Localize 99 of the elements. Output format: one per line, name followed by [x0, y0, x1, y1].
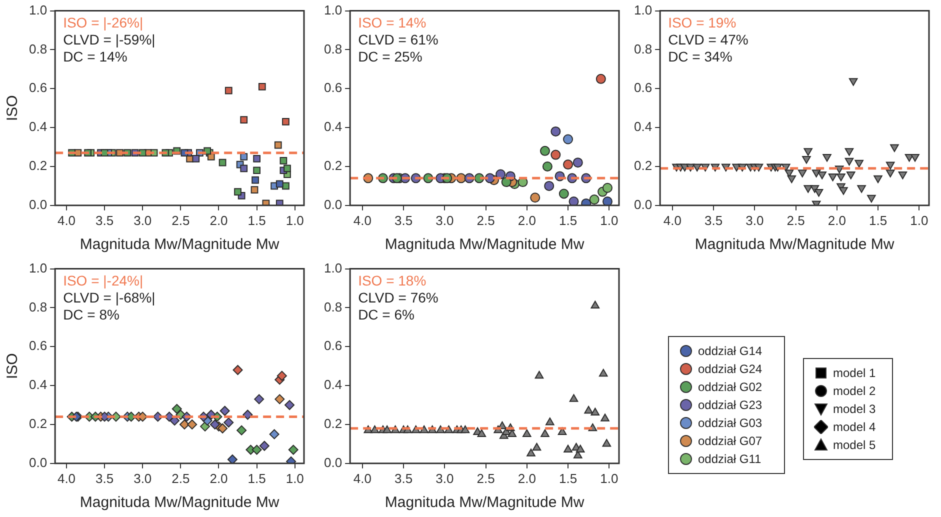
annotation: ISO = 18%	[358, 272, 426, 289]
x-tick-label: 2.5	[786, 212, 805, 228]
y-tick-label: 0.4	[324, 119, 342, 134]
legend-label: oddział G23	[698, 398, 762, 412]
x-tick-label: 1.0	[286, 470, 304, 486]
y-tick-label: 0.6	[634, 80, 652, 96]
x-tick-label: 1.0	[910, 212, 928, 228]
text: model 3	[833, 402, 876, 416]
annotation: DC = 14%	[63, 48, 128, 65]
x-axis-title: Magnituda Mw/Magnitude Mw	[694, 236, 894, 254]
y-tick-label: 1.0	[634, 2, 652, 18]
annotation: ISO = 19%	[668, 14, 736, 31]
y-tick-label: 1.0	[324, 260, 342, 276]
x-tick-label: 4.0	[353, 470, 372, 486]
x-tick-label: 1.5	[558, 212, 578, 228]
legend-label: oddział G03	[698, 416, 762, 430]
y-tick-label: 0.4	[28, 119, 48, 134]
legend-label: oddział G14	[698, 344, 762, 358]
y-tick-label: 0.4	[324, 377, 342, 392]
legend-label: oddział G02	[698, 380, 762, 394]
x-tick-label: 2.5	[172, 212, 190, 228]
y-tick-label: 0.0	[28, 454, 48, 470]
x-tick-label: 4.0	[663, 212, 682, 228]
x-tick-label: 2.0	[518, 470, 536, 486]
x-tick-label: 1.5	[248, 212, 266, 228]
y-tick-label: 1.0	[28, 260, 48, 276]
x-tick-label: 3.0	[436, 212, 454, 228]
y-tick-label: 0.0	[634, 196, 652, 212]
y-tick-label: 0.0	[324, 454, 342, 470]
y-tick-label: 0.6	[324, 80, 342, 96]
annotation: CLVD = |-59%|	[63, 32, 156, 48]
x-tick-label: 1.5	[558, 470, 578, 486]
x-tick-label: 3.5	[394, 470, 413, 486]
x-tick-label: 2.0	[210, 212, 228, 228]
y-tick-label: 0.2	[324, 158, 342, 174]
x-tick-label: 2.5	[172, 470, 190, 486]
text: model 2	[833, 384, 876, 398]
x-tick-label: 3.5	[96, 470, 114, 486]
y-axis-title: ISO	[4, 353, 22, 380]
y-tick-label: 0.2	[324, 416, 342, 432]
annotation: DC = 8%	[63, 306, 120, 323]
x-tick-label: 2.0	[210, 470, 228, 486]
x-tick-label: 1.0	[600, 470, 618, 486]
legend-label: oddział G11	[698, 452, 762, 466]
x-tick-label: 2.0	[828, 212, 846, 228]
y-tick-label: 0.8	[324, 41, 342, 56]
y-tick-label: 0.8	[324, 299, 342, 314]
text: model 5	[833, 438, 876, 452]
y-tick-label: 0.6	[28, 338, 48, 354]
legend-label: oddział G07	[698, 434, 762, 448]
x-tick-label: 1.0	[286, 212, 304, 228]
y-tick-label: 0.8	[634, 41, 652, 56]
annotation: CLVD = 76%	[358, 290, 438, 306]
y-tick-label: 1.0	[324, 2, 342, 18]
y-tick-label: 0.8	[28, 299, 48, 314]
y-tick-label: 0.6	[324, 338, 342, 354]
annotation: ISO = 14%	[358, 14, 426, 31]
x-tick-label: 3.0	[134, 470, 152, 486]
y-tick-label: 0.6	[28, 80, 48, 96]
annotation: ISO = |-24%|	[63, 272, 144, 289]
x-tick-label: 3.5	[704, 212, 723, 228]
x-tick-label: 1.5	[868, 212, 888, 228]
x-axis-title: Magnituda Mw/Magnitude Mw	[80, 236, 280, 254]
y-tick-label: 0.0	[324, 196, 342, 212]
y-tick-label: 0.2	[634, 158, 652, 174]
annotation: CLVD = |-68%|	[63, 290, 156, 306]
x-tick-label: 3.0	[746, 212, 764, 228]
x-tick-label: 3.5	[96, 212, 114, 228]
y-tick-label: 0.8	[28, 41, 48, 56]
x-axis-title: Magnituda Mw/Magnitude Mw	[80, 494, 280, 512]
text: model 4	[833, 420, 876, 434]
x-axis-title: Magnituda Mw/Magnitude Mw	[384, 236, 584, 254]
x-tick-label: 2.5	[476, 470, 495, 486]
y-tick-label: 0.4	[634, 119, 652, 134]
annotation: ISO = |-26%|	[63, 14, 144, 31]
y-axis-title: ISO	[4, 95, 22, 122]
x-axis-title: Magnituda Mw/Magnitude Mw	[384, 494, 584, 512]
x-tick-label: 3.0	[134, 212, 152, 228]
x-tick-label: 1.5	[248, 470, 266, 486]
text: model 1	[833, 366, 876, 380]
x-tick-label: 4.0	[57, 470, 76, 486]
x-tick-label: 2.0	[518, 212, 536, 228]
annotation: DC = 25%	[358, 48, 422, 65]
annotation: CLVD = 61%	[358, 32, 438, 48]
y-tick-label: 0.2	[28, 416, 48, 432]
y-tick-label: 0.4	[28, 377, 48, 392]
x-tick-label: 2.5	[476, 212, 495, 228]
annotation: DC = 34%	[668, 48, 732, 65]
y-tick-label: 0.2	[28, 158, 48, 174]
x-tick-label: 3.5	[394, 212, 413, 228]
x-tick-label: 4.0	[353, 212, 372, 228]
annotation: DC = 6%	[358, 306, 414, 323]
x-tick-label: 1.0	[600, 212, 618, 228]
x-tick-label: 4.0	[57, 212, 76, 228]
x-tick-label: 3.0	[436, 470, 454, 486]
y-tick-label: 1.0	[28, 2, 48, 18]
annotation: CLVD = 47%	[668, 32, 748, 48]
y-tick-label: 0.0	[28, 196, 48, 212]
legend-label: oddział G24	[698, 362, 762, 376]
